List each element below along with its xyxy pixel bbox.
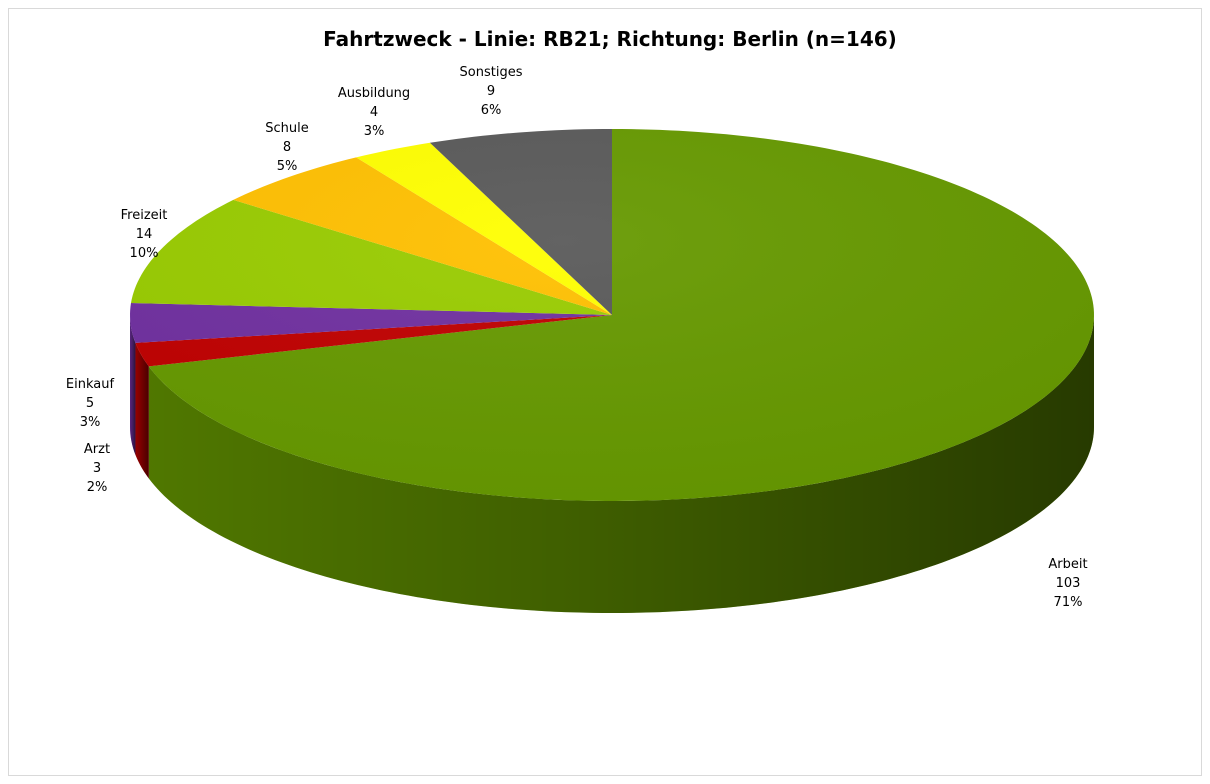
data-label-schule-value: 8: [283, 140, 291, 155]
data-label-arzt-percent: 2%: [87, 480, 108, 495]
data-label-einkauf-percent: 3%: [80, 415, 101, 430]
pie-top-layer: [130, 129, 1094, 501]
chart-title: Fahrtzweck - Linie: RB21; Richtung: Berl…: [323, 27, 897, 51]
data-label-ausbildung-value: 4: [370, 105, 378, 120]
data-label-sonstiges-percent: 6%: [481, 103, 502, 118]
data-label-einkauf-label: Einkauf: [66, 377, 115, 392]
data-labels: Arbeit 103 71% Arzt 3 2% Einkauf 5 3% Freizeit 14 1…: [66, 65, 1088, 610]
pie-side-shade-arbeit: [148, 315, 1095, 613]
data-label-arbeit-percent: 71%: [1054, 595, 1083, 610]
data-label-freizeit-value: 14: [136, 227, 153, 242]
pie-side-shade-einkauf: [130, 315, 136, 455]
data-label-arzt-value: 3: [93, 461, 101, 476]
data-label-freizeit-label: Freizeit: [121, 208, 168, 223]
data-label-freizeit-percent: 10%: [130, 246, 159, 261]
data-label-schule-percent: 5%: [277, 159, 298, 174]
pie-top-highlight: [130, 129, 1094, 501]
data-label-sonstiges-value: 9: [487, 84, 495, 99]
data-label-einkauf-value: 5: [86, 396, 94, 411]
data-label-ausbildung-label: Ausbildung: [338, 86, 410, 101]
data-label-schule-label: Schule: [265, 121, 309, 136]
data-label-arzt-label: Arzt: [84, 442, 110, 457]
data-label-arbeit-value: 103: [1056, 576, 1081, 591]
data-label-ausbildung-percent: 3%: [364, 124, 385, 139]
pie-side-layer: [130, 315, 1095, 613]
data-label-arbeit-label: Arbeit: [1048, 557, 1087, 572]
data-label-sonstiges-label: Sonstiges: [460, 65, 523, 80]
pie-side-shade-arzt: [135, 342, 149, 479]
